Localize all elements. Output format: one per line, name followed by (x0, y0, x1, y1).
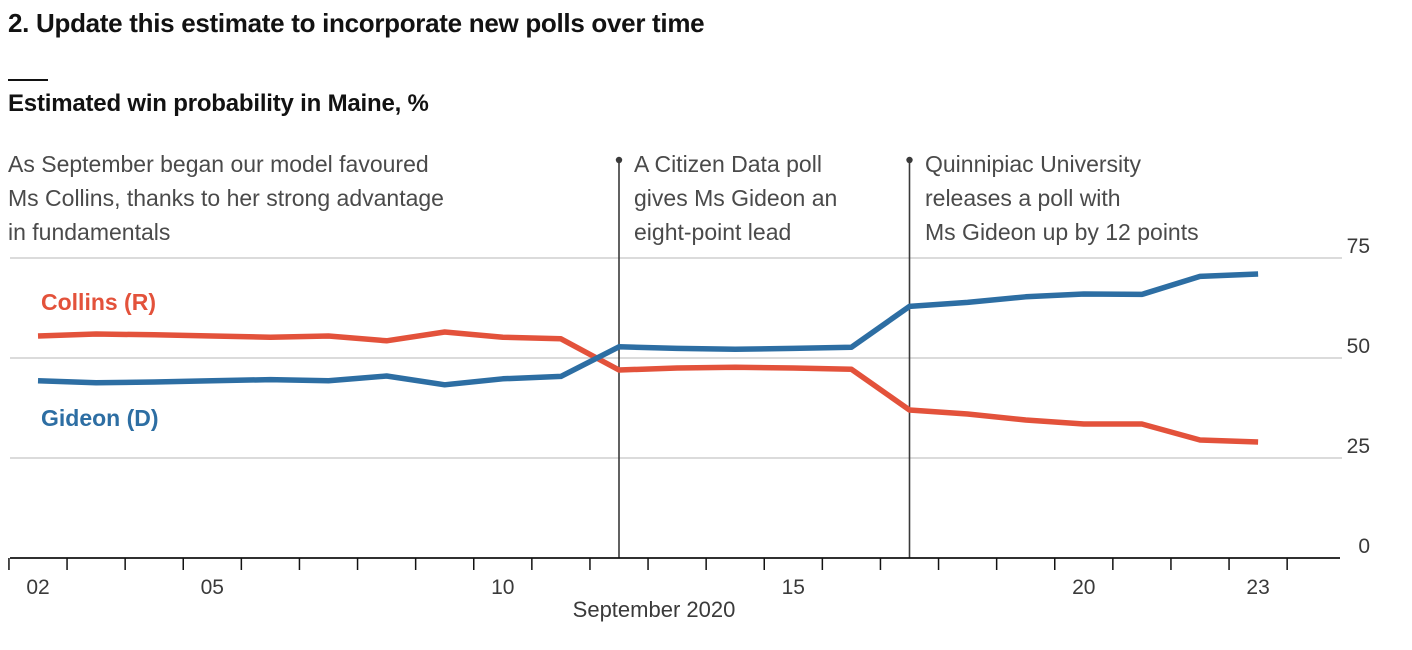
series-line-gideon (37, 271, 1259, 388)
x-tick-label-20: 20 (1072, 576, 1095, 599)
series-lines (37, 271, 1259, 445)
intro-annotation: As September began our model favoured Ms… (8, 151, 444, 245)
x-tick-label-05: 05 (201, 576, 224, 599)
quinnipiac-annotation: Quinnipiac University releases a poll wi… (925, 151, 1199, 245)
x-axis: 02 05 10 15 20 23 September 2020 (8, 557, 1340, 622)
citizen-data-annotation: A Citizen Data poll gives Ms Gideon an e… (634, 151, 838, 245)
event-markers (615, 156, 913, 558)
y-tick-label-25: 25 (1347, 435, 1370, 458)
y-tick-label-50: 50 (1347, 335, 1370, 358)
title-rule (8, 79, 48, 81)
series-label-gideon: Gideon (D) (41, 405, 159, 431)
y-axis-labels: 0 25 50 75 (1347, 235, 1370, 558)
x-tick-label-02: 02 (26, 576, 49, 599)
x-tick-label-10: 10 (491, 576, 514, 599)
y-tick-label-75: 75 (1347, 235, 1370, 258)
x-tick-label-15: 15 (782, 576, 805, 599)
event-dot-2 (906, 156, 913, 164)
gridlines (10, 257, 1342, 459)
event-dot-1 (615, 156, 623, 164)
chart-subtitle: Estimated win probability in Maine, % (8, 90, 429, 117)
series-label-collins: Collins (R) (41, 289, 156, 315)
x-tick-label-23: 23 (1246, 576, 1269, 599)
series-line-collins (37, 329, 1259, 445)
series-labels: Collins (R) Gideon (D) (41, 289, 159, 431)
y-tick-label-0: 0 (1358, 535, 1370, 558)
x-axis-title: September 2020 (573, 597, 736, 622)
page-title: 2. Update this estimate to incorporate n… (8, 8, 705, 38)
